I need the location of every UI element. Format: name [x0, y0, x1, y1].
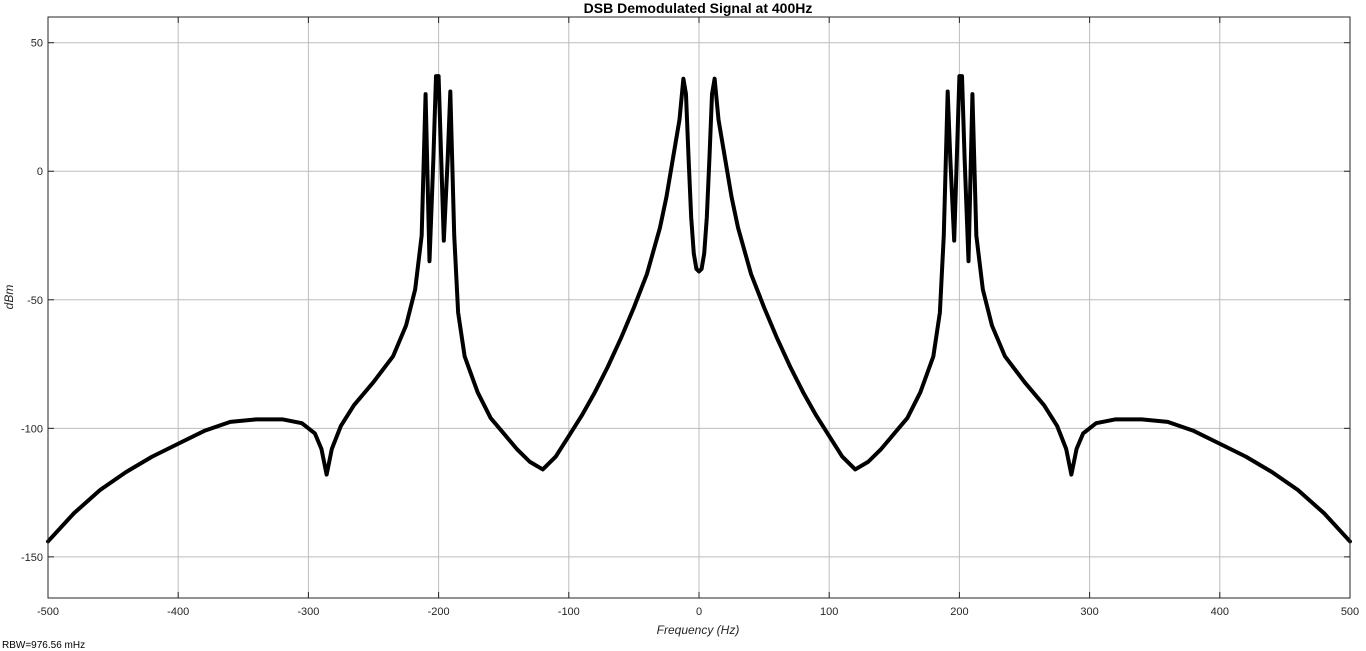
y-tick-label: -150: [21, 552, 43, 564]
x-tick-label: 300: [1080, 606, 1098, 618]
y-tick-label: -50: [27, 295, 43, 307]
x-tick-label: -100: [558, 606, 580, 618]
y-axis-ticks: -150 -100 -50 0 50: [21, 38, 1350, 564]
x-tick-label: 100: [820, 606, 838, 618]
series-layer: [46, 74, 1352, 544]
y-tick-label: 0: [37, 166, 43, 178]
x-tick-label: 200: [950, 606, 968, 618]
x-tick-label: -200: [428, 606, 450, 618]
x-tick-label: 0: [696, 606, 702, 618]
x-tick-label: -500: [37, 606, 59, 618]
x-tick-label: -400: [167, 606, 189, 618]
y-tick-label: -100: [21, 423, 43, 435]
x-tick-label: 400: [1211, 606, 1229, 618]
y-tick-label: 50: [31, 38, 43, 50]
chart-title: DSB Demodulated Signal at 400Hz: [584, 0, 813, 16]
rbw-readout: RBW=976.56 mHz: [2, 640, 85, 651]
x-axis-ticks: -500 -400 -300 -200 -100 0 100 200 300 400 500: [37, 17, 1359, 618]
x-tick-label: -300: [297, 606, 319, 618]
series-line: [46, 74, 1352, 544]
y-axis-label: dBm: [2, 285, 16, 310]
x-axis-label: Frequency (Hz): [657, 623, 740, 637]
x-tick-label: 500: [1341, 606, 1359, 618]
